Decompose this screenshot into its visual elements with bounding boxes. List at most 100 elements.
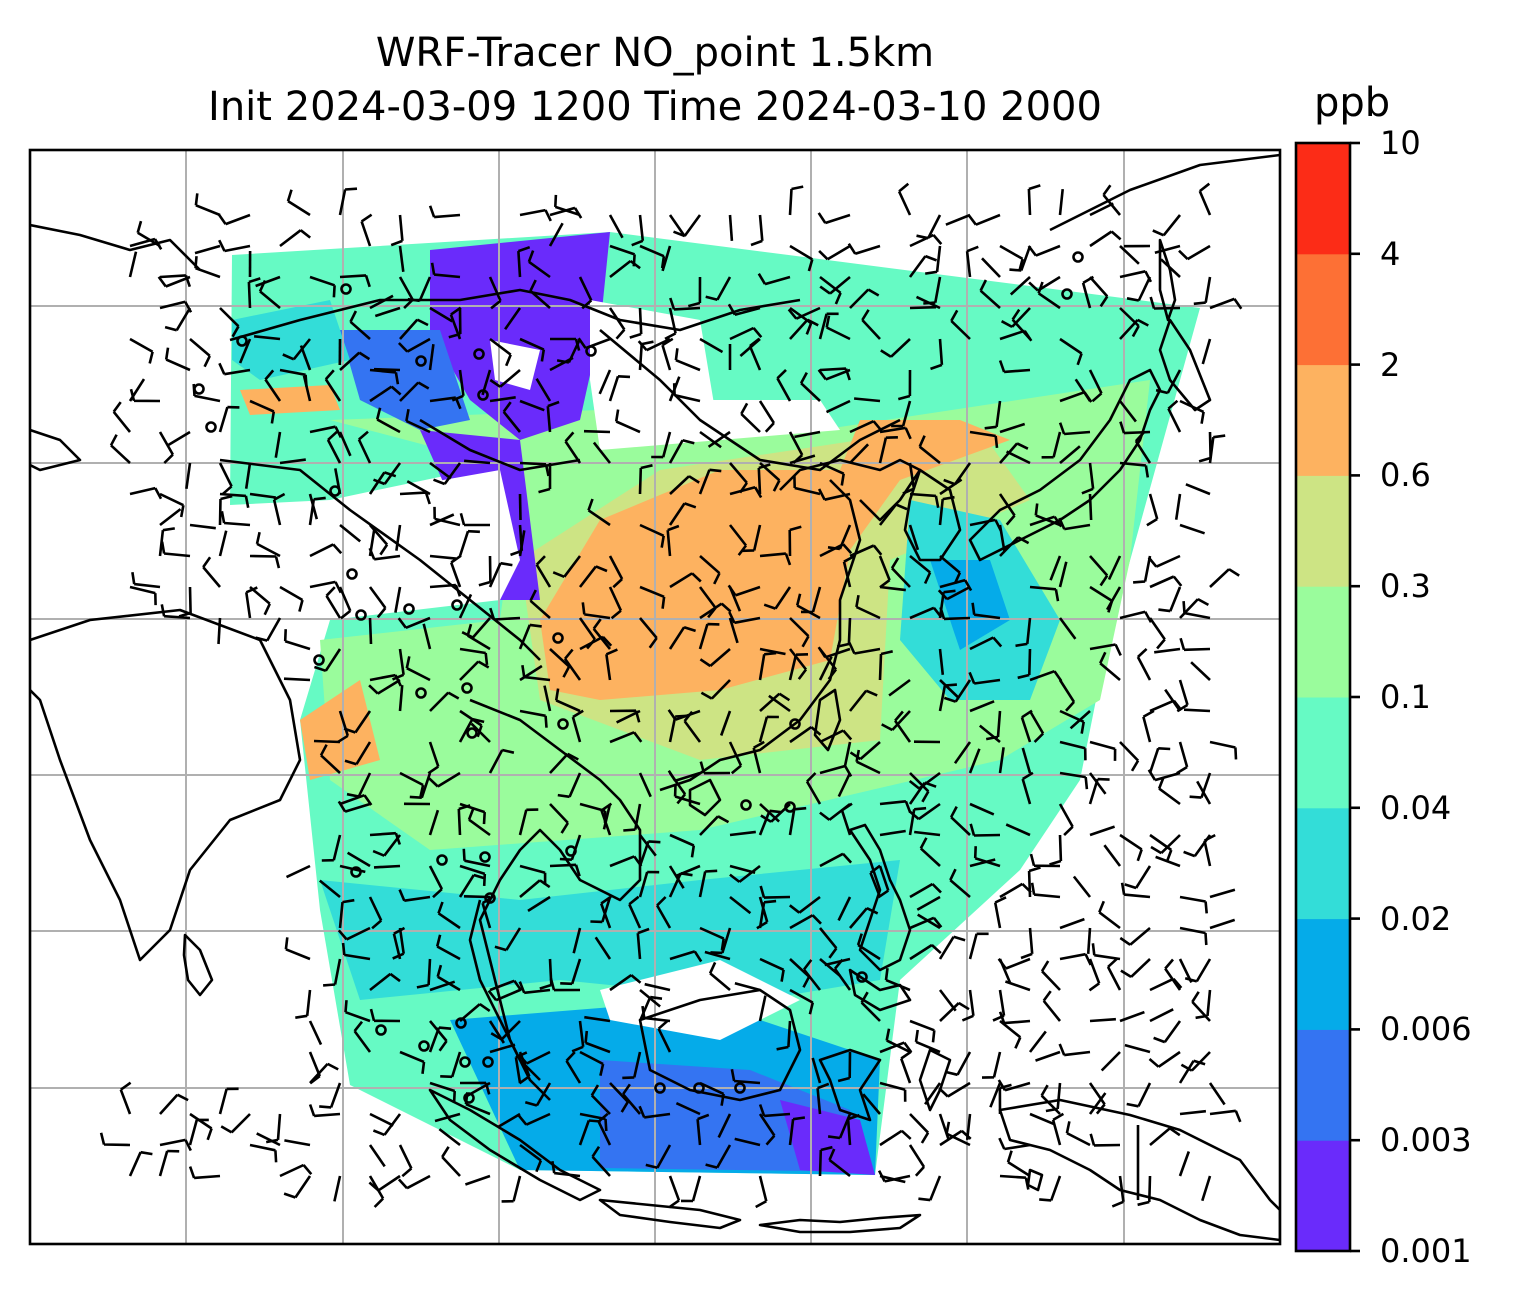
wind-barb (517, 1112, 551, 1126)
wind-barb (758, 1104, 791, 1118)
wind-barb (1089, 643, 1122, 656)
wind-barb (638, 340, 654, 371)
wind-barb (789, 726, 822, 744)
wind-barb (594, 936, 612, 960)
wind-barb (572, 927, 582, 954)
wind-barb (157, 275, 191, 288)
wind-barb (217, 213, 251, 226)
wind-barb (519, 208, 552, 222)
wind-barb (399, 491, 431, 505)
wind-barb (1028, 1030, 1047, 1053)
wind-barb (470, 722, 491, 743)
calm-marker (740, 799, 752, 811)
wind-barb (571, 709, 584, 743)
colorbar-tick-label: 0.6 (1380, 456, 1431, 495)
wind-barb (318, 879, 341, 899)
wind-barb (997, 957, 1031, 970)
wind-barb (608, 586, 623, 620)
wind-barb (837, 896, 852, 921)
wind-barb (993, 896, 1007, 929)
wind-barb (1174, 493, 1182, 520)
wind-barb (1148, 617, 1166, 650)
calm-marker (479, 851, 491, 863)
wind-barb (855, 749, 881, 775)
wind-barb (549, 803, 570, 834)
wind-barb (1011, 308, 1031, 340)
wind-barb (788, 648, 808, 680)
wind-barb (159, 508, 182, 527)
wind-barb (524, 1082, 552, 1107)
wind-barb (817, 488, 851, 501)
wind-barb (238, 338, 252, 364)
wind-barb (1015, 617, 1032, 648)
wind-barb (529, 279, 551, 309)
wind-barb (989, 1082, 1002, 1108)
wind-barb (194, 244, 221, 255)
wind-barb (429, 554, 457, 560)
wind-barb (518, 808, 539, 836)
wind-barb (346, 772, 372, 798)
wind-barb (849, 288, 880, 309)
wind-barb (1133, 555, 1152, 584)
wind-barb (819, 543, 853, 558)
wind-barb (843, 741, 852, 768)
wind-barb (943, 679, 972, 703)
wind-barb (918, 435, 941, 465)
wind-barb (1179, 399, 1205, 424)
calm-marker (418, 1040, 430, 1052)
wind-barb (969, 858, 996, 868)
wind-barb (899, 1050, 912, 1084)
calm-marker (415, 355, 427, 367)
wind-barb (1126, 276, 1152, 302)
wind-barb (1201, 338, 1212, 365)
wind-barb (608, 214, 624, 239)
wind-barb (591, 1145, 611, 1177)
wind-barb (758, 651, 777, 681)
wind-barb (501, 1175, 522, 1203)
wind-barb (159, 300, 193, 313)
wind-barb (939, 1129, 972, 1147)
wind-barb (638, 464, 653, 495)
wind-barb (788, 653, 809, 681)
wind-barb (128, 1150, 153, 1177)
wind-barb (1021, 771, 1034, 805)
wind-barb (969, 430, 999, 449)
wind-barb (740, 402, 761, 433)
wind-barb (519, 709, 548, 728)
wind-barb (680, 1175, 702, 1203)
colorbar-segment (1296, 364, 1350, 476)
wind-barb (1179, 523, 1206, 535)
wind-barb (879, 426, 912, 440)
wind-barb (629, 307, 643, 339)
wind-barb (217, 617, 222, 645)
wind-barb (279, 458, 306, 465)
colorbar-tick-label: 10 (1380, 124, 1421, 162)
wind-barb (819, 275, 851, 295)
wind-barb (1152, 214, 1182, 237)
wind-barb (416, 958, 432, 989)
wind-barb (488, 561, 513, 588)
wind-barb (302, 375, 312, 402)
wind-barb (847, 243, 881, 256)
wind-barb (1065, 1121, 1091, 1147)
wind-barb (346, 851, 371, 868)
wind-barb (551, 1161, 581, 1178)
wind-barb (398, 276, 414, 310)
coastline-hokkaido (1158, 318, 1212, 412)
wind-barb (752, 740, 765, 774)
coastline-japan-honshu (968, 368, 1162, 562)
wind-barb (159, 1138, 192, 1152)
wind-barb (360, 213, 373, 247)
wind-barb (999, 244, 1024, 271)
wind-barb (1160, 258, 1181, 278)
wind-barb (398, 684, 404, 712)
blank-gap-center (330, 470, 520, 610)
wind-barb (283, 629, 311, 651)
wind-barb (602, 803, 612, 830)
wind-barb (698, 622, 720, 650)
wind-barb (158, 1149, 180, 1177)
wind-barb (339, 523, 362, 543)
wind-barb (836, 617, 852, 648)
wind-barb (638, 1105, 671, 1119)
wind-barb (399, 318, 429, 340)
